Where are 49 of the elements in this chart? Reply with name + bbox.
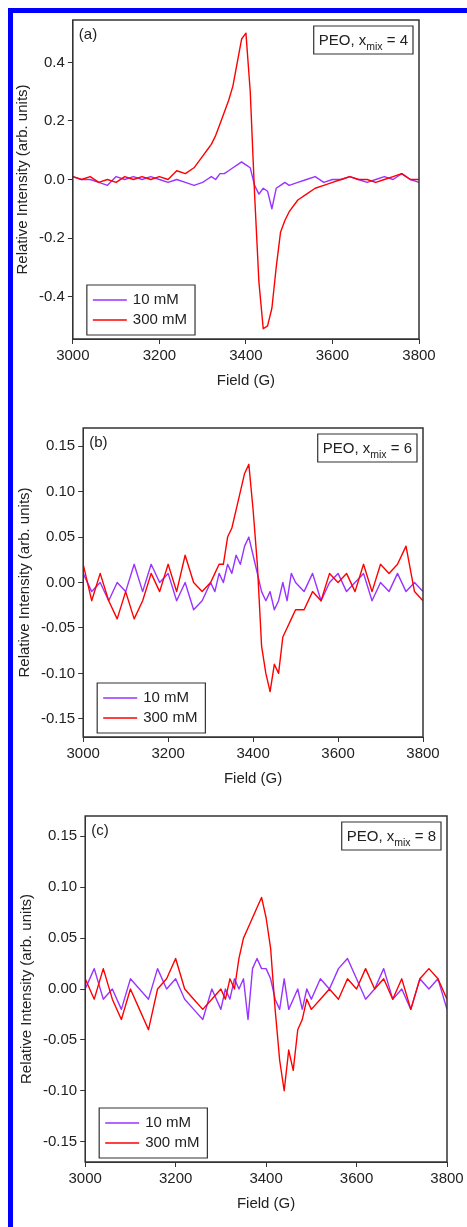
x-tick-label: 3200 xyxy=(142,346,177,364)
x-tick-label: 3000 xyxy=(66,744,100,762)
legend-label: 300 mM xyxy=(143,708,198,726)
x-tick-label: 3600 xyxy=(339,1169,374,1187)
x-tick-label: 3000 xyxy=(68,1169,102,1187)
y-tick-label: 0.05 xyxy=(45,527,76,545)
y-axis-title: Relative Intensity (arb. units) xyxy=(15,487,33,678)
y-tick-label: -0.15 xyxy=(40,708,76,726)
y-tick-label: 0.2 xyxy=(43,111,65,129)
legend-label: 10 mM xyxy=(132,290,179,308)
x-axis-title: Field (G) xyxy=(223,769,283,787)
y-tick-label: -0.05 xyxy=(42,1030,78,1048)
x-tick-label: 3600 xyxy=(321,744,355,762)
y-tick-label: 0.15 xyxy=(45,436,76,454)
y-axis-title: Relative Intensity (arb. units) xyxy=(13,84,31,275)
y-tick-label: 0.00 xyxy=(45,572,76,590)
annotation: (c) xyxy=(91,821,109,838)
legend-label: 10 mM xyxy=(145,1113,192,1131)
x-tick-label: 3400 xyxy=(236,744,270,762)
y-tick-label: 0.10 xyxy=(47,877,78,895)
legend-label: 300 mM xyxy=(132,310,188,328)
x-tick-label: 3800 xyxy=(406,744,440,762)
x-tick-label: 3000 xyxy=(56,346,90,364)
y-tick-label: -0.4 xyxy=(38,286,65,304)
y-tick-label: 0.05 xyxy=(47,928,78,946)
y-tick-label: -0.2 xyxy=(38,228,65,246)
y-tick-label: 0.0 xyxy=(43,169,65,187)
annotation: (b) xyxy=(89,433,108,450)
y-tick-label: 0.10 xyxy=(45,481,76,499)
x-tick-label: 3400 xyxy=(229,346,263,364)
y-tick-label: -0.10 xyxy=(42,1080,78,1098)
x-tick-label: 3200 xyxy=(151,744,185,762)
x-tick-label: 3400 xyxy=(249,1169,283,1187)
x-tick-label: 3800 xyxy=(430,1169,464,1187)
legend-label: 300 mM xyxy=(145,1133,200,1151)
y-tick-label: -0.15 xyxy=(42,1131,78,1149)
y-axis-title: Relative Intensity (arb. units) xyxy=(17,893,35,1085)
y-tick-label: -0.05 xyxy=(40,618,76,636)
x-tick-label: 3800 xyxy=(402,346,436,364)
x-tick-label: 3600 xyxy=(315,346,350,364)
legend-label: 10 mM xyxy=(143,688,190,706)
x-axis-title: Field (G) xyxy=(216,371,276,389)
x-axis-title: Field (G) xyxy=(236,1194,296,1212)
y-tick-label: 0.00 xyxy=(47,979,78,997)
y-tick-label: 0.4 xyxy=(43,52,65,70)
y-tick-label: -0.10 xyxy=(40,663,76,681)
y-tick-label: 0.15 xyxy=(47,826,78,844)
x-tick-label: 3200 xyxy=(158,1169,193,1187)
annotation: (a) xyxy=(78,25,98,42)
